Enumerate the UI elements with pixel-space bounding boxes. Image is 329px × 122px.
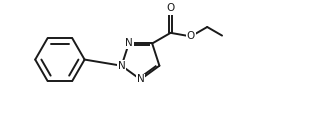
- Text: O: O: [166, 3, 175, 13]
- Text: N: N: [125, 38, 133, 48]
- Text: N: N: [137, 74, 144, 84]
- Text: O: O: [187, 31, 195, 41]
- Text: N: N: [118, 61, 125, 71]
